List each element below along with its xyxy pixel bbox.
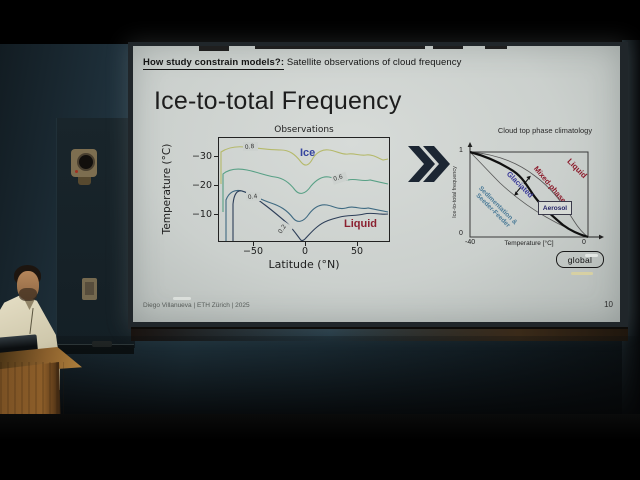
liquid-boundary-curve (469, 151, 589, 238)
schematic-title: Cloud top phase climatology (497, 126, 593, 135)
x-tick (253, 242, 254, 246)
aerosol-box: Aerosol (538, 201, 572, 215)
camera-lens-icon (77, 153, 95, 171)
obs-chart-title: Observations (274, 125, 334, 135)
y-tick-label: −20 (191, 180, 212, 191)
obs-x-axis-label: Latitude (°N) (268, 258, 340, 271)
schematic-x-axis-label: Temperature [°C] (504, 240, 554, 247)
y-tick (214, 156, 218, 157)
light-switch (85, 282, 94, 295)
obs-contour-plot: 0.8 0.6 0.4 0.2 (220, 142, 389, 241)
aerosol-arrowhead-icon (526, 175, 531, 180)
slide-title: Ice-to-total Frequency (154, 87, 402, 115)
lower-room-shadow (0, 336, 640, 420)
cutoff-text-mark (199, 46, 229, 51)
global-badge: global (556, 251, 604, 268)
dark-ceiling (0, 0, 640, 44)
camera-indicator-light (75, 170, 78, 173)
x-tick-label: 50 (350, 246, 364, 257)
presenter-collar (24, 299, 35, 310)
aerosol-shift-arrow (515, 186, 522, 194)
presenter-beard (19, 288, 37, 301)
schematic-xtick-0: 0 (582, 239, 586, 246)
contour-label-0.8: 0.8 (244, 143, 254, 151)
x-axis-arrowhead-icon (599, 234, 604, 240)
slide: How study constrain models?: Satellite o… (133, 46, 620, 322)
y-tick-label: −30 (191, 151, 212, 162)
y-tick-label: −10 (191, 209, 212, 220)
contour-label-0.6: 0.6 (332, 173, 343, 183)
camera-mount (78, 177, 91, 185)
x-tick (357, 242, 358, 246)
schematic-frame (469, 151, 589, 238)
cutoff-text-mark (255, 46, 425, 49)
cutoff-text-mark (433, 46, 463, 49)
label-mask (331, 171, 349, 185)
header-rest: Satellite observations of cloud frequenc… (284, 57, 462, 68)
screen-glare (585, 254, 598, 257)
contour-0.6 (222, 168, 389, 212)
schematic-ytick-1: 1 (459, 147, 463, 154)
label-mask (277, 221, 294, 238)
double-chevron-icon (408, 146, 450, 182)
contour-label-0.2: 0.2 (277, 223, 288, 235)
aerosol-shift-arrow (523, 177, 530, 185)
obs-y-axis-label: Temperature (°C) (161, 143, 173, 235)
slide-header: How study constrain models?: Satellite o… (143, 57, 608, 70)
ice-region-label: Ice (300, 147, 316, 159)
climatology-curve (469, 150, 589, 239)
label-mask (243, 142, 258, 151)
y-axis-arrowhead-icon (467, 142, 473, 147)
page-number: 10 (604, 300, 613, 309)
schematic-plot (467, 142, 604, 240)
y-tick (214, 214, 218, 215)
screen-glare (571, 272, 593, 275)
schematic-y-axis-label: Ice-to-total frequency (452, 166, 458, 218)
header-question: How study constrain models?: (143, 57, 285, 70)
foreground-darkness (0, 414, 640, 480)
label-mask (246, 192, 261, 201)
schematic-ytick-0: 0 (459, 230, 463, 237)
contour-label-0.4: 0.4 (247, 193, 257, 201)
cutoff-text-mark (485, 46, 507, 49)
footer-credit: Diego Villanueva | ETH Zürich | 2025 (143, 302, 250, 309)
y-tick (214, 185, 218, 186)
x-tick-label: 0 (301, 246, 309, 257)
aerosol-arrowhead-icon (514, 191, 519, 196)
x-tick (305, 242, 306, 246)
obs-plot-frame (218, 137, 390, 242)
schematic-xtick--40: -40 (465, 239, 476, 246)
liquid-region-label: Liquid (344, 218, 377, 230)
x-tick-label: −50 (242, 246, 264, 257)
screen-glare (173, 297, 191, 300)
